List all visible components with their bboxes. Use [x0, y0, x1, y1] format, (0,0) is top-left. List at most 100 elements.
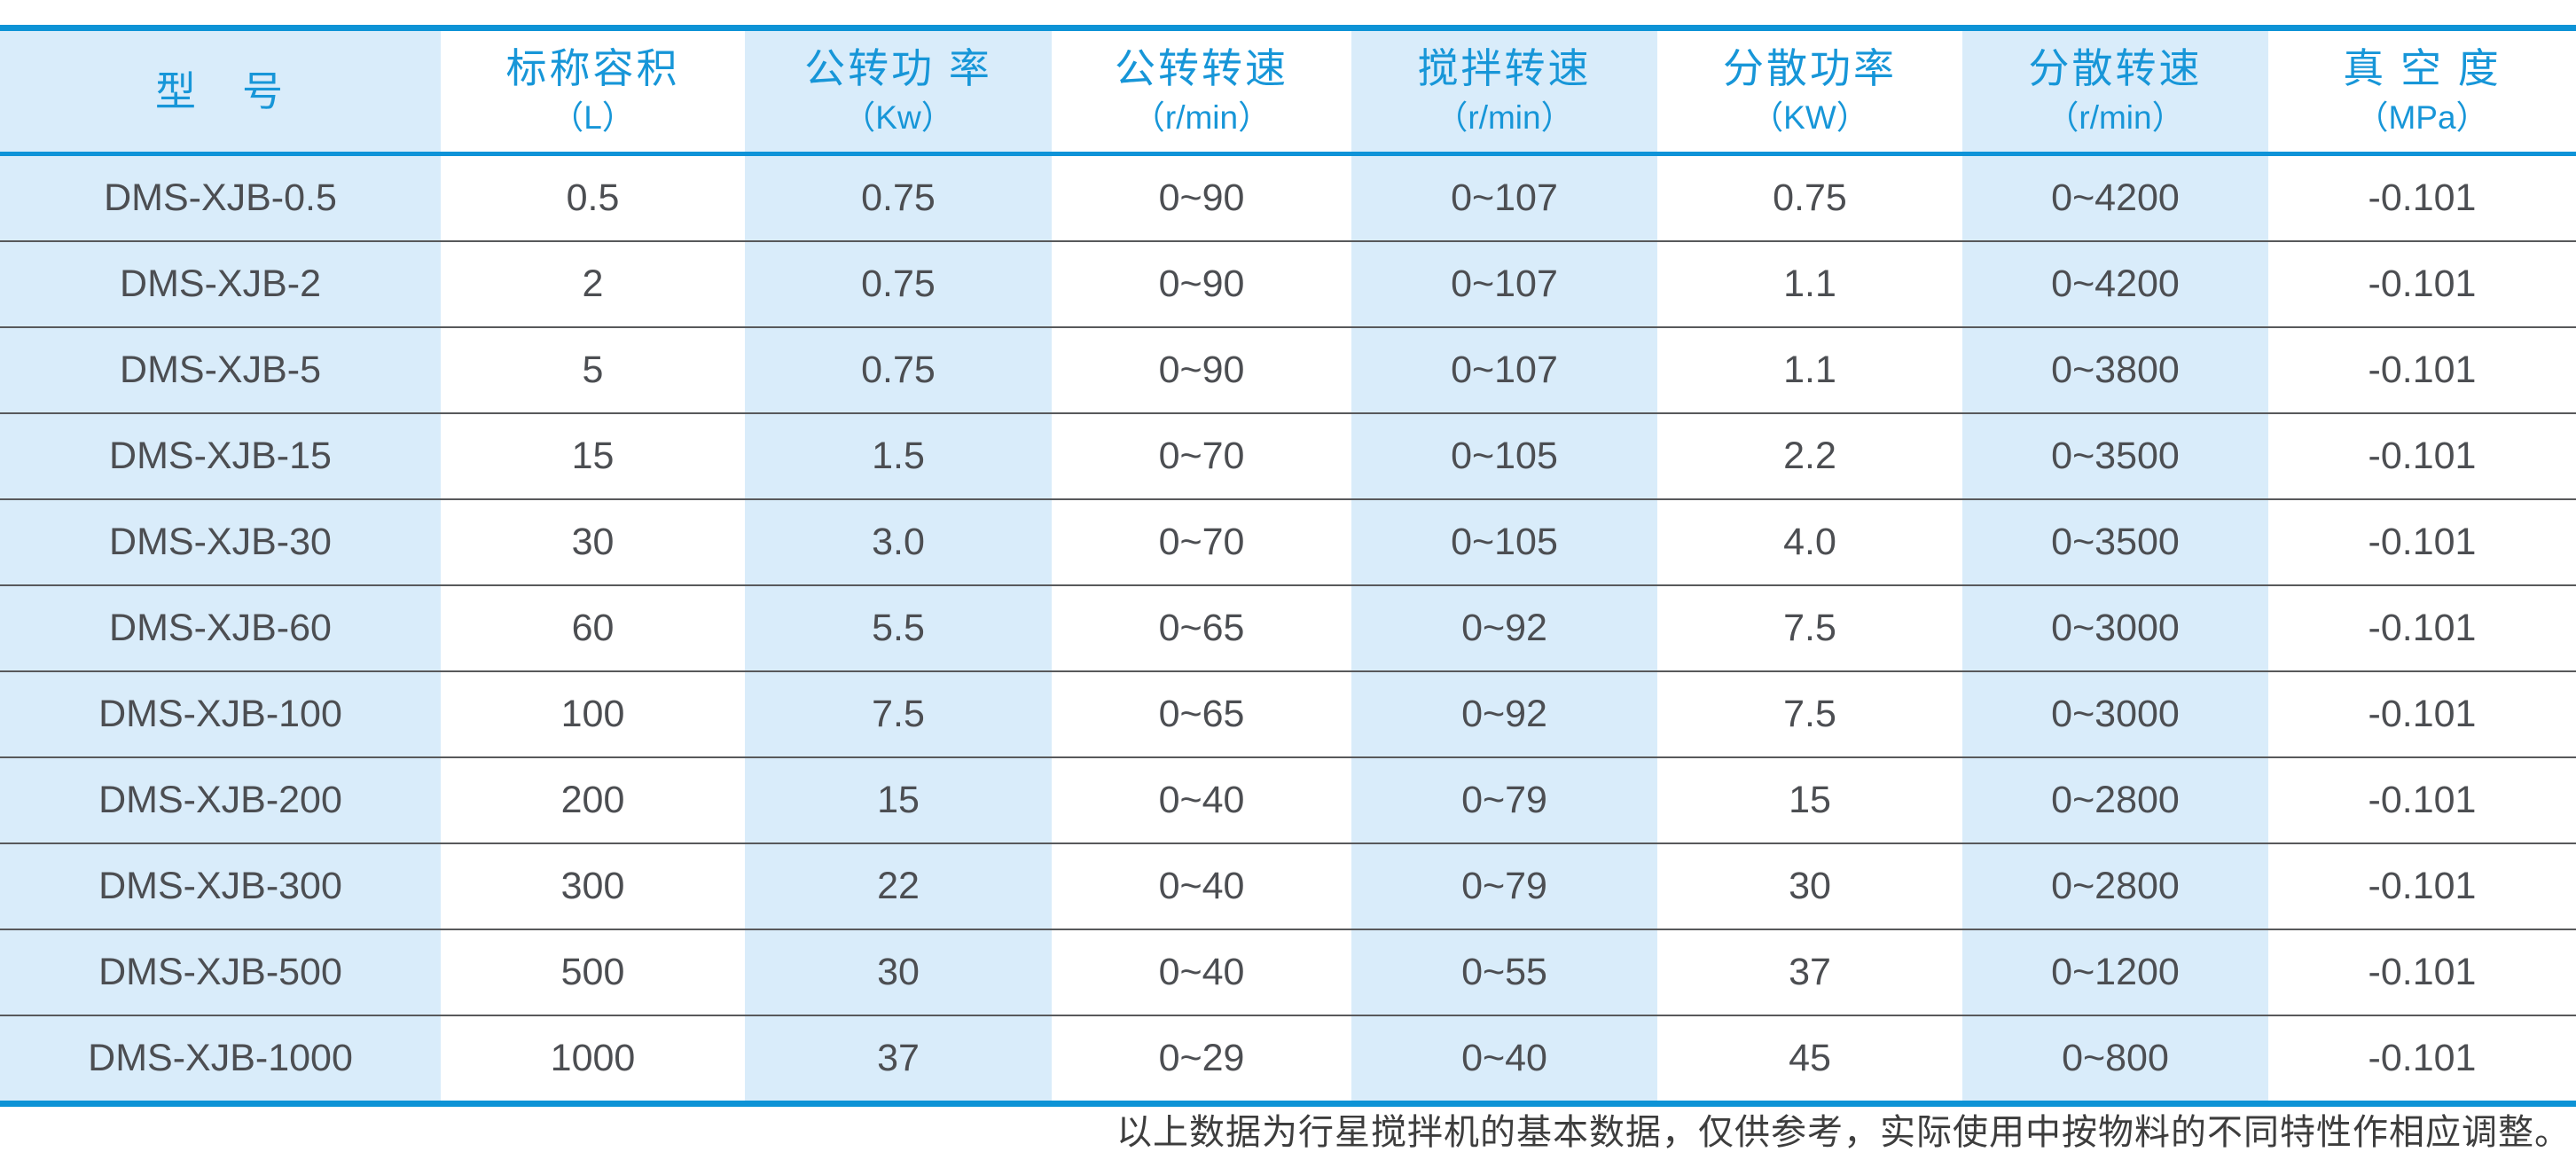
model-cell: DMS-XJB-15	[0, 412, 441, 499]
value-cell: 0~3500	[1962, 412, 2268, 499]
value-cell: 0~40	[1052, 842, 1351, 929]
value-cell: 0~4200	[1962, 240, 2268, 327]
value-cell: 0~2800	[1962, 842, 2268, 929]
table-body: DMS-XJB-0.5 0.5 0.75 0~90 0~107 0.75 0~4200 -0.…	[0, 154, 2576, 1104]
column-header-dispersion-power: 分散功率 （KW）	[1657, 27, 1962, 156]
value-cell: 200	[441, 756, 745, 843]
value-cell: -0.101	[2268, 412, 2576, 499]
value-cell: 45	[1657, 1015, 1962, 1104]
column-title: 真 空 度	[2343, 45, 2502, 92]
value-cell: 0~40	[1052, 929, 1351, 1015]
value-cell: 0~29	[1052, 1015, 1351, 1104]
column-header-vacuum: 真 空 度 （MPa）	[2268, 27, 2576, 156]
table-row: DMS-XJB-2 2 0.75 0~90 0~107 1.1 0~4200 -0.101	[0, 240, 2576, 327]
column-header-model: 型 号	[0, 27, 441, 156]
column-title: 分散功率	[1723, 45, 1897, 92]
value-cell: 300	[441, 842, 745, 929]
column-header-capacity: 标称容积 （L）	[441, 27, 745, 156]
table-row: DMS-XJB-0.5 0.5 0.75 0~90 0~107 0.75 0~4200 -0.…	[0, 154, 2576, 242]
value-cell: 7.5	[1657, 670, 1962, 757]
table-row: DMS-XJB-1000 1000 37 0~29 0~40 45 0~800 -0.101	[0, 1015, 2576, 1104]
value-cell: 0~90	[1052, 240, 1351, 327]
value-cell: 0~92	[1351, 670, 1657, 757]
value-cell: 0~3000	[1962, 584, 2268, 671]
model-cell: DMS-XJB-1000	[0, 1015, 441, 1104]
value-cell: 0~3000	[1962, 670, 2268, 757]
column-title: 分散转速	[2028, 45, 2203, 92]
value-cell: 60	[441, 584, 745, 671]
model-cell: DMS-XJB-300	[0, 842, 441, 929]
value-cell: 0~92	[1351, 584, 1657, 671]
value-cell: 0.75	[861, 176, 936, 219]
column-header-stir-speed: 搅拌转速 （r/min）	[1351, 27, 1657, 156]
value-cell: 5.5	[745, 584, 1052, 671]
model-cell: DMS-XJB-100	[0, 670, 441, 757]
column-title: 搅拌转速	[1417, 45, 1592, 92]
header-row: 型 号 标称容积 （L） 公转功 率 （Kw） 公转转速 （r/min） 搅拌转…	[0, 27, 2576, 156]
value-cell: 0~65	[1052, 670, 1351, 757]
column-header-revolution-speed: 公转转速 （r/min）	[1052, 27, 1351, 156]
value-cell: -0.101	[2368, 176, 2477, 219]
value-cell: 1000	[441, 1015, 745, 1104]
value-cell: 0~3500	[1962, 498, 2268, 585]
value-cell: 0~70	[1052, 498, 1351, 585]
value-cell: 22	[745, 842, 1052, 929]
value-cell: 0~2800	[1962, 756, 2268, 843]
model-cell: DMS-XJB-0.5	[104, 176, 337, 219]
column-title: 型 号	[155, 67, 286, 114]
value-cell: 0~1200	[1962, 929, 2268, 1015]
table-row: DMS-XJB-300 300 22 0~40 0~79 30 0~2800 -0.101	[0, 842, 2576, 929]
value-cell: 7.5	[745, 670, 1052, 757]
value-cell: 2	[441, 240, 745, 327]
value-cell: -0.101	[2268, 929, 2576, 1015]
value-cell: 0.75	[745, 326, 1052, 413]
value-cell: 500	[441, 929, 745, 1015]
value-cell: 0~3800	[1962, 326, 2268, 413]
value-cell: 5	[441, 326, 745, 413]
column-unit: （r/min）	[1435, 99, 1574, 137]
value-cell: 2.2	[1657, 412, 1962, 499]
value-cell: 30	[1657, 842, 1962, 929]
column-title: 标称容积	[505, 45, 680, 92]
value-cell: 0~79	[1351, 842, 1657, 929]
column-header-dispersion-speed: 分散转速 （r/min）	[1962, 27, 2268, 156]
table-row: DMS-XJB-100 100 7.5 0~65 0~92 7.5 0~3000 -0.101	[0, 670, 2576, 757]
value-cell: 37	[745, 1015, 1052, 1104]
column-title: 公转转速	[1115, 45, 1288, 92]
value-cell: 0~65	[1052, 584, 1351, 671]
value-cell: -0.101	[2268, 498, 2576, 585]
column-unit: （r/min）	[1131, 99, 1272, 137]
value-cell: 30	[441, 498, 745, 585]
value-cell: 0.75	[745, 240, 1052, 327]
value-cell: 0~4200	[2051, 176, 2180, 219]
value-cell: -0.101	[2268, 326, 2576, 413]
value-cell: 0~90	[1158, 176, 1245, 219]
value-cell: -0.101	[2268, 240, 2576, 327]
spec-table: 型 号 标称容积 （L） 公转功 率 （Kw） 公转转速 （r/min） 搅拌转…	[0, 25, 2576, 1107]
model-cell: DMS-XJB-30	[0, 498, 441, 585]
value-cell: -0.101	[2268, 756, 2576, 843]
model-cell: DMS-XJB-2	[0, 240, 441, 327]
value-cell: 0~79	[1351, 756, 1657, 843]
value-cell: 7.5	[1657, 584, 1962, 671]
value-cell: 0~105	[1351, 498, 1657, 585]
value-cell: 0~107	[1351, 240, 1657, 327]
value-cell: 0.75	[1773, 176, 1847, 219]
value-cell: -0.101	[2268, 842, 2576, 929]
value-cell: 0~107	[1351, 326, 1657, 413]
model-cell: DMS-XJB-200	[0, 756, 441, 843]
column-unit: （L）	[551, 99, 635, 137]
table-row: DMS-XJB-15 15 1.5 0~70 0~105 2.2 0~3500 -0.101	[0, 412, 2576, 499]
value-cell: 0~90	[1052, 326, 1351, 413]
value-cell: -0.101	[2268, 1015, 2576, 1104]
value-cell: 0~107	[1451, 176, 1558, 219]
value-cell: 4.0	[1657, 498, 1962, 585]
value-cell: 15	[745, 756, 1052, 843]
column-unit: （Kw）	[842, 99, 954, 137]
value-cell: 0.5	[566, 176, 620, 219]
model-cell: DMS-XJB-5	[0, 326, 441, 413]
model-cell: DMS-XJB-500	[0, 929, 441, 1015]
column-unit: （KW）	[1750, 99, 1869, 137]
table-row: DMS-XJB-30 30 3.0 0~70 0~105 4.0 0~3500 -0.101	[0, 498, 2576, 585]
